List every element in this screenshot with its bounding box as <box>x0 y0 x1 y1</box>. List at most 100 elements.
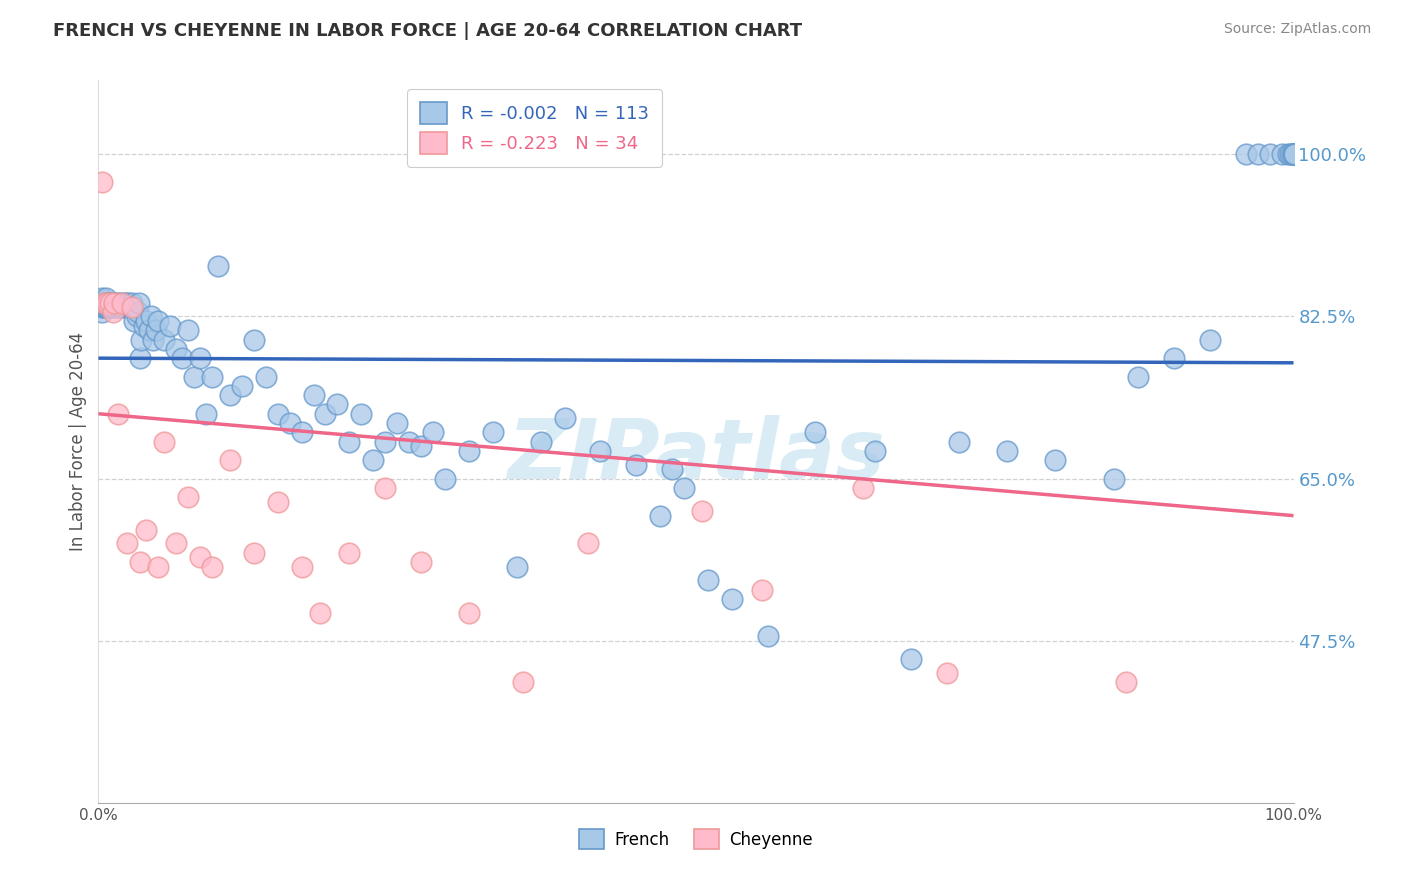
Point <box>1278 147 1301 161</box>
Point <box>291 425 314 440</box>
Point <box>201 369 224 384</box>
Point <box>1115 675 1137 690</box>
Point <box>756 629 779 643</box>
Point <box>125 310 148 324</box>
Point <box>145 323 167 337</box>
Point <box>121 300 143 314</box>
Point <box>278 416 301 430</box>
Point <box>115 295 138 310</box>
Point <box>865 443 887 458</box>
Point <box>91 175 114 189</box>
Point <box>195 407 218 421</box>
Point <box>1282 147 1305 161</box>
Point <box>1247 147 1270 161</box>
Point <box>114 300 136 314</box>
Point <box>1258 147 1281 161</box>
Point <box>94 291 117 305</box>
Point <box>554 411 576 425</box>
Point <box>626 458 648 472</box>
Point <box>120 300 142 314</box>
Point <box>948 434 970 449</box>
Point <box>165 342 187 356</box>
Point <box>93 295 115 310</box>
Point <box>107 295 129 310</box>
Point <box>101 305 124 319</box>
Point <box>90 300 112 314</box>
Point <box>350 407 373 421</box>
Point <box>115 536 138 550</box>
Point <box>291 559 314 574</box>
Point <box>188 550 211 565</box>
Point <box>1282 147 1305 161</box>
Point <box>308 606 330 620</box>
Point <box>148 559 170 574</box>
Point <box>589 443 612 458</box>
Point <box>96 300 118 314</box>
Point <box>530 434 553 449</box>
Point <box>1128 369 1150 384</box>
Point <box>434 472 457 486</box>
Point <box>1277 147 1299 161</box>
Point <box>96 295 118 310</box>
Point <box>512 675 534 690</box>
Point <box>153 434 176 449</box>
Text: FRENCH VS CHEYENNE IN LABOR FORCE | AGE 20-64 CORRELATION CHART: FRENCH VS CHEYENNE IN LABOR FORCE | AGE … <box>53 22 803 40</box>
Point <box>177 323 200 337</box>
Point <box>135 523 157 537</box>
Point <box>104 295 127 310</box>
Point <box>398 434 420 449</box>
Point <box>506 559 529 574</box>
Point <box>172 351 194 366</box>
Point <box>411 555 433 569</box>
Point <box>326 397 349 411</box>
Point <box>103 295 125 310</box>
Point <box>111 295 134 310</box>
Point <box>690 504 713 518</box>
Point <box>97 295 120 310</box>
Point <box>1199 333 1222 347</box>
Point <box>374 481 396 495</box>
Point <box>385 416 409 430</box>
Point <box>661 462 683 476</box>
Point <box>1282 147 1305 161</box>
Point <box>91 305 114 319</box>
Point <box>129 351 152 366</box>
Point <box>98 295 122 310</box>
Point <box>177 490 200 504</box>
Point <box>142 333 165 347</box>
Point <box>1271 147 1294 161</box>
Point <box>578 536 600 550</box>
Point <box>231 379 253 393</box>
Point <box>124 314 146 328</box>
Y-axis label: In Labor Force | Age 20-64: In Labor Force | Age 20-64 <box>69 332 87 551</box>
Point <box>107 300 129 314</box>
Point <box>267 494 290 508</box>
Point <box>108 300 131 314</box>
Point <box>458 443 481 458</box>
Point <box>107 407 129 421</box>
Point <box>411 439 433 453</box>
Point <box>243 333 266 347</box>
Point <box>165 536 187 550</box>
Point <box>1281 147 1303 161</box>
Point <box>112 295 135 310</box>
Point <box>129 555 152 569</box>
Text: Source: ZipAtlas.com: Source: ZipAtlas.com <box>1223 22 1371 37</box>
Point <box>302 388 325 402</box>
Point <box>697 574 720 588</box>
Point <box>91 291 114 305</box>
Point <box>458 606 481 620</box>
Point <box>117 295 139 310</box>
Point <box>1282 147 1305 161</box>
Point <box>111 300 134 314</box>
Point <box>127 305 149 319</box>
Point <box>219 388 242 402</box>
Text: ZIPatlas: ZIPatlas <box>508 416 884 497</box>
Point <box>138 323 160 337</box>
Point <box>91 295 114 310</box>
Point <box>132 318 155 333</box>
Point <box>339 434 361 449</box>
Point <box>1163 351 1185 366</box>
Point <box>852 481 875 495</box>
Point <box>139 310 162 324</box>
